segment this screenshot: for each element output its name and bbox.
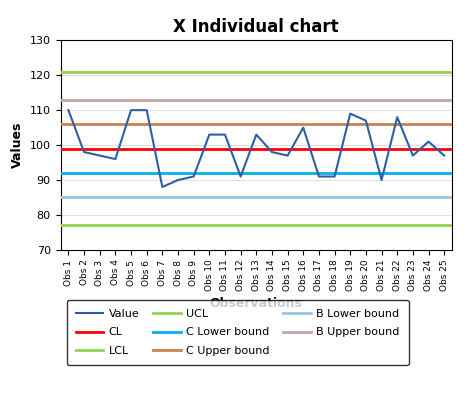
Legend: Value, CL, LCL, UCL, C Lower bound, C Upper bound, B Lower bound, B Upper bound: Value, CL, LCL, UCL, C Lower bound, C Up…	[67, 300, 409, 365]
Y-axis label: Values: Values	[11, 122, 24, 168]
X-axis label: Observations: Observations	[210, 297, 303, 310]
Title: X Individual chart: X Individual chart	[173, 18, 339, 36]
